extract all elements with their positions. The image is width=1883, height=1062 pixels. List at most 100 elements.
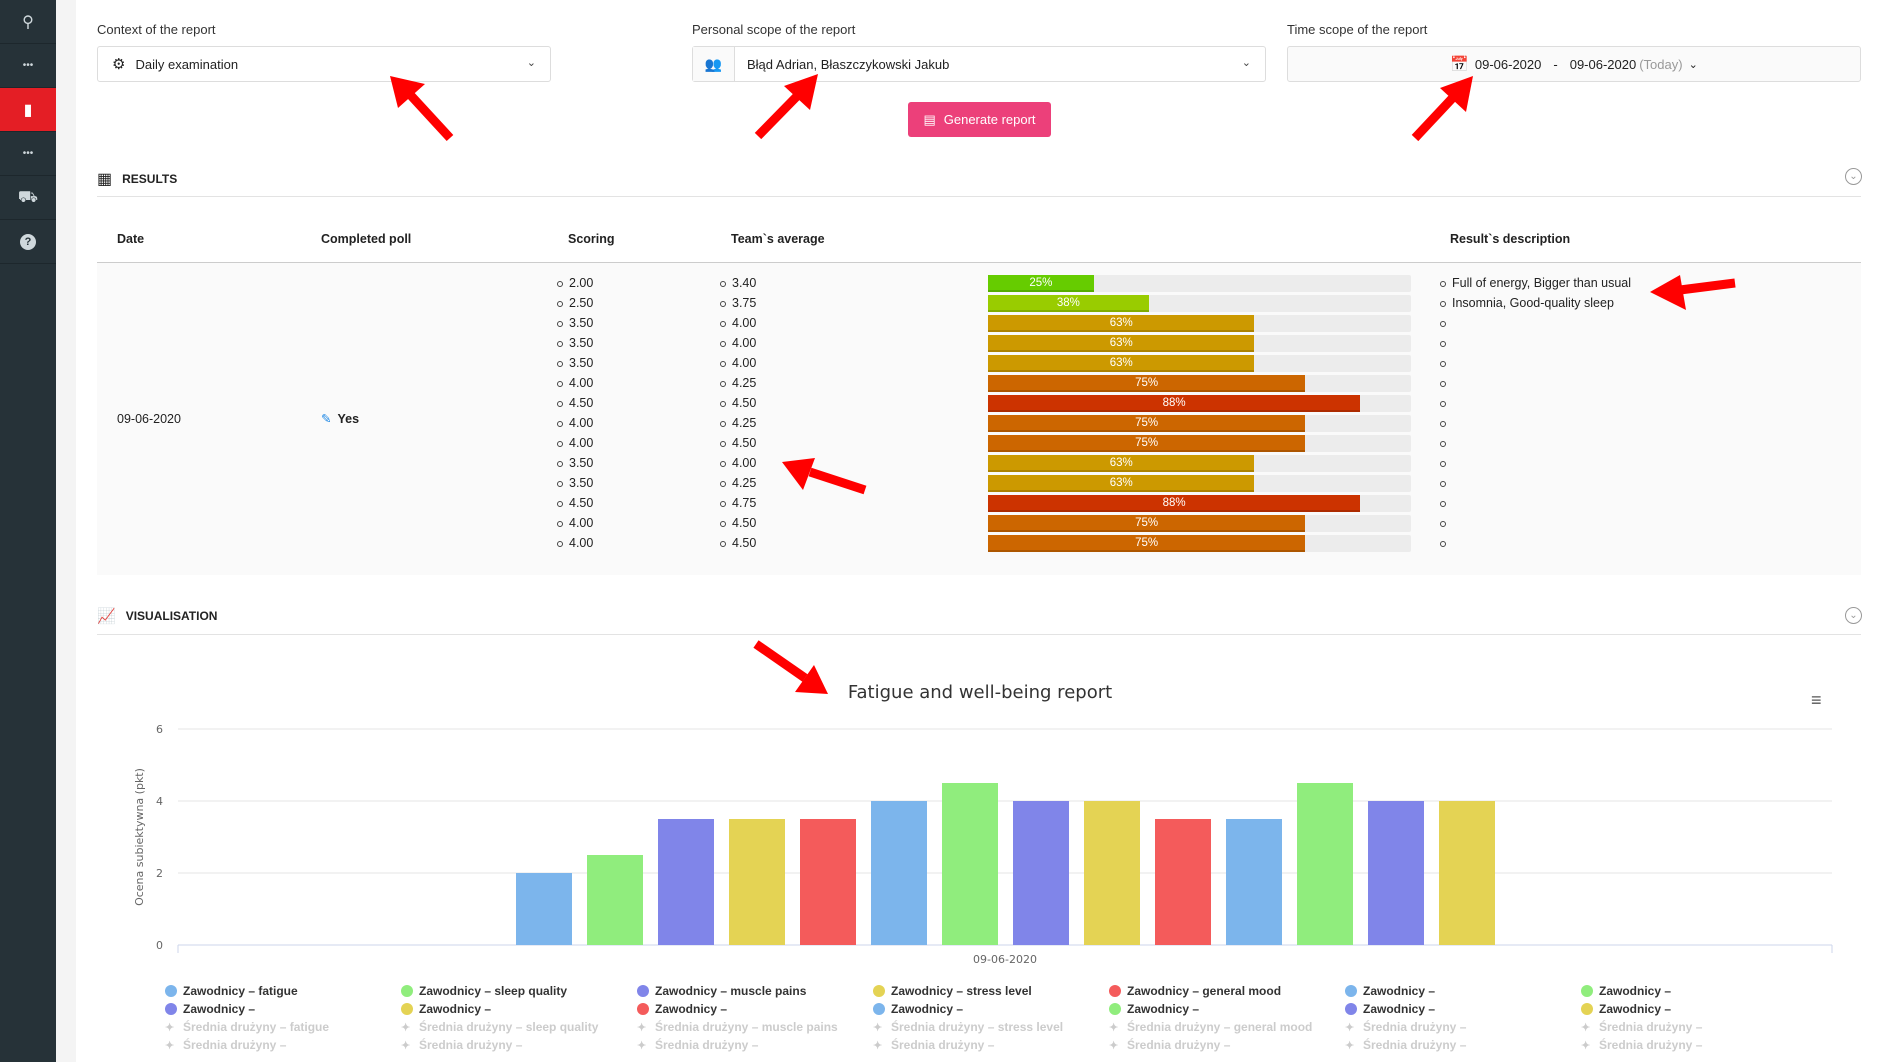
legend-item[interactable]: Zawodnicy – bbox=[1581, 984, 1671, 998]
personal-select[interactable]: 👥 Błąd Adrian, Błaszczykowski Jakub ⌄ bbox=[692, 46, 1266, 82]
bullet-icon bbox=[1440, 440, 1446, 447]
legend-item[interactable]: Zawodnicy – bbox=[1581, 1002, 1671, 1016]
bullet-icon bbox=[720, 500, 726, 507]
bar bbox=[800, 819, 856, 945]
legend-item[interactable]: Zawodnicy – general mood bbox=[1109, 984, 1281, 998]
legend-item[interactable]: Zawodnicy – muscle pains bbox=[637, 984, 806, 998]
description-cell: Insomnia, Good-quality sleep bbox=[1440, 296, 1614, 310]
legend-item[interactable]: ✦ Średnia drużyny – bbox=[1109, 1038, 1230, 1052]
date-from: 09-06-2020 bbox=[1474, 56, 1542, 72]
sidebar-item[interactable]: ▮ bbox=[0, 88, 56, 132]
legend-label: Zawodnicy – stress level bbox=[891, 984, 1032, 998]
time-range-picker[interactable]: 📅 09-06-2020 - 09-06-2020 (Today) ⌄ bbox=[1287, 46, 1861, 82]
legend-dot-icon bbox=[873, 1003, 885, 1015]
people-icon: 👥 bbox=[693, 47, 735, 81]
legend-item[interactable]: Zawodnicy – fatigue bbox=[165, 984, 298, 998]
progress-bar: 75% bbox=[988, 415, 1411, 432]
sidebar-item[interactable]: ? bbox=[0, 220, 56, 264]
bullet-icon bbox=[1440, 380, 1446, 387]
team-average-cell: 4.50 bbox=[720, 436, 756, 450]
chevron-down-icon: ⌄ bbox=[526, 57, 536, 69]
legend-line-marker-icon: ✦ bbox=[873, 1021, 883, 1034]
team-average-cell: 4.25 bbox=[720, 476, 756, 490]
legend-label: Średnia drużyny – bbox=[419, 1038, 523, 1052]
legend-item[interactable]: Zawodnicy – bbox=[1345, 984, 1435, 998]
legend-label: Średnia drużyny – general mood bbox=[1127, 1020, 1313, 1034]
legend-label: Średnia drużyny – bbox=[1127, 1038, 1231, 1052]
progress-bar: 63% bbox=[988, 335, 1411, 352]
legend-item[interactable]: Zawodnicy – bbox=[165, 1002, 255, 1016]
sidebar-item[interactable]: ••• bbox=[0, 44, 56, 88]
sidebar-item[interactable]: ⚲ bbox=[0, 0, 56, 44]
description-cell bbox=[1440, 376, 1452, 390]
legend-label: Średnia drużyny – bbox=[891, 1038, 995, 1052]
bullet-icon bbox=[557, 320, 563, 327]
legend-line-marker-icon: ✦ bbox=[637, 1021, 647, 1034]
table-icon: ▦ bbox=[97, 171, 113, 188]
header-completed: Completed poll bbox=[321, 232, 412, 246]
description-cell bbox=[1440, 316, 1452, 330]
legend-label: Średnia drużyny – bbox=[1363, 1038, 1467, 1052]
bar bbox=[1013, 801, 1069, 945]
legend-item[interactable]: ✦ Średnia drużyny – bbox=[1581, 1038, 1702, 1052]
legend-item[interactable]: ✦ Średnia drużyny – stress level bbox=[873, 1020, 1063, 1034]
legend-item[interactable]: ✦ Średnia drużyny – muscle pains bbox=[637, 1020, 838, 1034]
legend-item[interactable]: ✦ Średnia drużyny – bbox=[637, 1038, 758, 1052]
collapse-results-icon[interactable]: ⌄ bbox=[1845, 168, 1862, 185]
legend-dot-icon bbox=[1345, 985, 1357, 997]
description-cell bbox=[1440, 436, 1452, 450]
results-title: RESULTS bbox=[122, 172, 178, 186]
generate-report-label: Generate report bbox=[943, 112, 1036, 127]
progress-fill: 75% bbox=[988, 415, 1306, 432]
legend-line-marker-icon: ✦ bbox=[401, 1021, 411, 1034]
legend-label: Zawodnicy – bbox=[1599, 984, 1672, 998]
legend-line-marker-icon: ✦ bbox=[873, 1039, 883, 1052]
legend-item[interactable]: Zawodnicy – stress level bbox=[873, 984, 1032, 998]
bullet-icon bbox=[720, 360, 726, 367]
legend-label: Zawodnicy – bbox=[1599, 1002, 1672, 1016]
bullet-icon bbox=[720, 540, 726, 547]
legend-label: Średnia drużyny – stress level bbox=[891, 1020, 1064, 1034]
sidebar-item[interactable]: ⛟ bbox=[0, 176, 56, 220]
team-average-cell: 4.50 bbox=[720, 396, 756, 410]
legend-item[interactable]: ✦ Średnia drużyny – bbox=[1345, 1038, 1466, 1052]
scoring-cell: 2.50 bbox=[557, 296, 593, 310]
pencil-icon: ✎ bbox=[321, 412, 332, 426]
generate-report-button[interactable]: ▤ Generate report bbox=[908, 102, 1051, 137]
context-select[interactable]: ⚙ Daily examination ⌄ bbox=[97, 46, 551, 82]
scoring-cell: 4.00 bbox=[557, 536, 593, 550]
legend-item[interactable]: Zawodnicy – bbox=[401, 1002, 491, 1016]
legend-item[interactable]: Zawodnicy – bbox=[637, 1002, 727, 1016]
chart-menu-icon[interactable]: ≡ bbox=[1811, 690, 1822, 710]
legend-label: Średnia drużyny – bbox=[1599, 1020, 1703, 1034]
team-average-cell: 4.00 bbox=[720, 316, 756, 330]
line-chart-icon: 📈 bbox=[97, 608, 116, 625]
legend-item[interactable]: ✦ Średnia drużyny – bbox=[401, 1038, 522, 1052]
bullet-icon bbox=[1440, 340, 1446, 347]
collapse-visualisation-icon[interactable]: ⌄ bbox=[1845, 607, 1862, 624]
arrow-personal bbox=[754, 84, 809, 140]
bullet-icon bbox=[557, 480, 563, 487]
legend-item[interactable]: Zawodnicy – sleep quality bbox=[401, 984, 567, 998]
bullet-icon bbox=[720, 320, 726, 327]
bullet-icon bbox=[720, 520, 726, 527]
bullet-icon bbox=[1440, 520, 1446, 527]
scoring-cell: 2.00 bbox=[557, 276, 593, 290]
legend-item[interactable]: Zawodnicy – bbox=[1109, 1002, 1199, 1016]
sidebar-item[interactable]: ••• bbox=[0, 132, 56, 176]
y-tick-label: 2 bbox=[156, 867, 163, 880]
legend-item[interactable]: ✦ Średnia drużyny – general mood bbox=[1109, 1020, 1312, 1034]
progress-bar: 63% bbox=[988, 475, 1411, 492]
legend-item[interactable]: ✦ Średnia drużyny – sleep quality bbox=[401, 1020, 598, 1034]
legend-item[interactable]: Zawodnicy – bbox=[1345, 1002, 1435, 1016]
legend-item[interactable]: ✦ Średnia drużyny – bbox=[1581, 1020, 1702, 1034]
visualisation-header: 📈 VISUALISATION bbox=[97, 607, 217, 625]
legend-item[interactable]: ✦ Średnia drużyny – bbox=[1345, 1020, 1466, 1034]
legend-item[interactable]: Zawodnicy – bbox=[873, 1002, 963, 1016]
legend-item[interactable]: ✦ Średnia drużyny – bbox=[873, 1038, 994, 1052]
legend-item[interactable]: ✦ Średnia drużyny – fatigue bbox=[165, 1020, 329, 1034]
scoring-cell: 3.50 bbox=[557, 336, 593, 350]
legend-dot-icon bbox=[401, 1003, 413, 1015]
progress-fill: 63% bbox=[988, 455, 1255, 472]
legend-item[interactable]: ✦ Średnia drużyny – bbox=[165, 1038, 286, 1052]
